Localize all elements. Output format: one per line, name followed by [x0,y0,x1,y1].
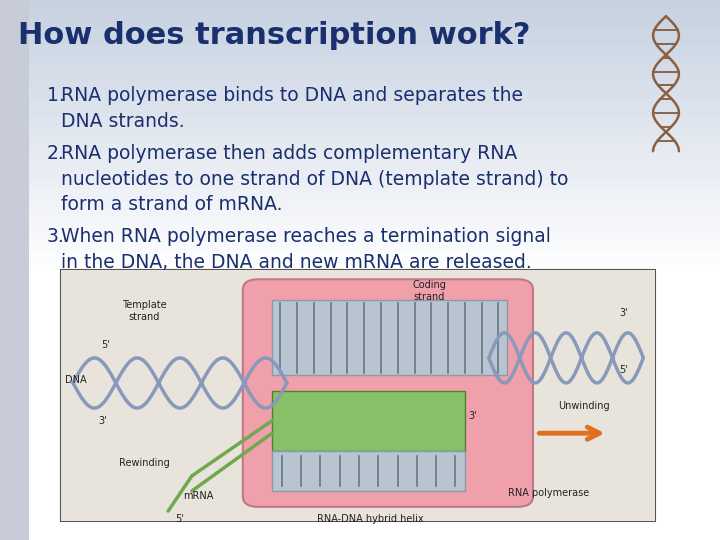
Bar [0,90,720,99]
Bar [0,0,29,540]
Bar [0,225,720,234]
Text: RNA polymerase binds to DNA and separates the: RNA polymerase binds to DNA and separate… [61,86,523,105]
Bar [0,117,720,126]
Bar [0,54,720,63]
Text: 1.: 1. [47,86,65,105]
Text: in the DNA, the DNA and new mRNA are released.: in the DNA, the DNA and new mRNA are rel… [61,253,532,272]
Bar [0,324,720,333]
Bar [0,171,720,180]
Bar [0,432,720,441]
Bar [272,300,507,375]
Bar [0,441,720,450]
Bar [0,522,720,531]
Text: DNA strands.: DNA strands. [61,112,185,131]
Bar [0,126,720,135]
Bar [0,423,720,432]
Bar [0,189,720,198]
Bar [0,342,720,351]
Bar [0,531,720,540]
Text: DNA: DNA [66,375,87,386]
Bar [0,261,720,270]
Bar [0,216,720,225]
Bar [0,18,720,27]
Bar [0,288,720,297]
Bar [0,468,720,477]
Bar [0,153,720,162]
Bar [0,504,720,513]
Bar [0,234,720,243]
Text: RNA polymerase: RNA polymerase [508,489,589,498]
Text: nucleotides to one strand of DNA (template strand) to: nucleotides to one strand of DNA (templa… [61,170,569,188]
Bar [0,333,720,342]
Bar [0,450,720,459]
Text: 5': 5' [102,340,110,350]
Text: mRNA: mRNA [183,491,213,501]
Bar [0,405,720,414]
Bar [0,180,720,189]
Bar [0,252,720,261]
Bar [0,396,720,405]
Bar [0,387,720,396]
Bar [0,198,720,207]
Text: RNA polymerase then adds complementary RNA: RNA polymerase then adds complementary R… [61,144,518,163]
FancyBboxPatch shape [243,279,533,507]
Bar [0,9,720,18]
Bar [0,378,720,387]
Bar [0,297,720,306]
Bar [0,45,720,54]
Text: 3': 3' [619,308,628,318]
Bar [0,36,720,45]
Bar [0,135,720,144]
Bar [0,63,720,72]
Bar [0,243,720,252]
Bar [0,0,720,9]
Bar [272,451,465,491]
Bar [0,351,720,360]
Text: 5': 5' [176,514,184,524]
Text: When RNA polymerase reaches a termination signal: When RNA polymerase reaches a terminatio… [61,227,551,246]
Text: 2.: 2. [47,144,65,163]
Bar [0,72,720,81]
Bar [0,144,720,153]
Bar [0,162,720,171]
Text: Rewinding: Rewinding [119,458,170,468]
Text: 3.: 3. [47,227,65,246]
Bar [272,390,465,451]
Text: Template
strand: Template strand [122,300,166,322]
Bar [0,306,720,315]
Bar [0,369,720,378]
Bar [61,270,655,521]
Bar [0,108,720,117]
Text: form a strand of mRNA.: form a strand of mRNA. [61,195,283,214]
Text: 3': 3' [468,410,477,421]
Bar [0,459,720,468]
Bar [0,315,720,324]
Text: How does transcription work?: How does transcription work? [18,21,531,50]
Bar [0,477,720,486]
Bar [0,81,720,90]
Bar [0,486,720,495]
Bar [0,270,720,279]
Bar [61,270,655,521]
Bar [0,99,720,108]
Text: Coding
strand: Coding strand [413,280,446,302]
Bar [0,279,720,288]
Text: 3': 3' [99,416,107,426]
Text: RNA-DNA hybrid helix: RNA-DNA hybrid helix [317,514,423,524]
Bar [0,207,720,216]
Text: 5': 5' [619,366,629,375]
Bar [0,513,720,522]
Bar [0,27,720,36]
Text: Unwinding: Unwinding [558,401,610,410]
Bar [0,360,720,369]
Bar [0,495,720,504]
Bar [0,414,720,423]
